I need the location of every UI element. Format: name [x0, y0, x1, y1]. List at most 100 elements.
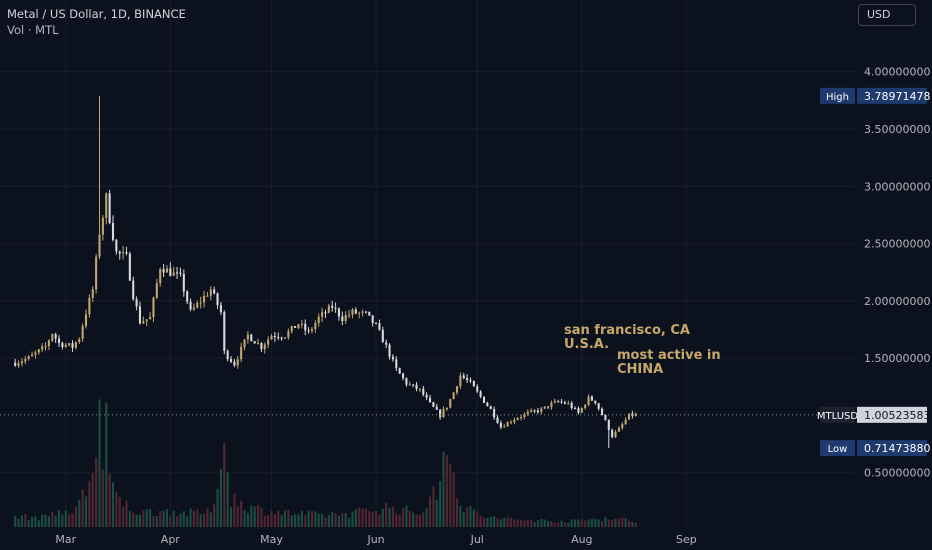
candle-body: [331, 305, 334, 308]
candle-body: [229, 359, 233, 362]
candle-body: [199, 302, 202, 304]
volume-bar: [398, 514, 401, 527]
volume-bar: [452, 472, 455, 527]
candle-body: [118, 251, 121, 254]
candle-body: [577, 408, 580, 413]
volume-bar: [513, 519, 516, 527]
price-tick-label: 4.00000000: [864, 66, 930, 79]
candle-body: [408, 384, 411, 386]
candles: [14, 95, 637, 449]
volume-bar: [455, 498, 459, 527]
price-tick-label: 2.00000000: [864, 295, 930, 308]
volume-bar: [604, 516, 607, 527]
low-badge-value: 0.71473880: [864, 442, 930, 455]
candle-body: [145, 319, 148, 322]
candle-body: [142, 321, 145, 324]
volume-bar: [614, 518, 617, 527]
candle-body: [260, 343, 263, 350]
candle-body: [203, 295, 206, 303]
volume-bar: [324, 517, 327, 527]
volume-bar: [95, 457, 98, 527]
candle-body: [513, 419, 516, 423]
candle-body: [381, 329, 384, 343]
time-tick-sep: Sep: [676, 533, 697, 546]
volume-bar: [327, 515, 330, 527]
volume-bar: [439, 481, 442, 527]
candle-body: [267, 339, 270, 345]
volume-bar: [91, 473, 94, 527]
volume-bar: [111, 482, 115, 527]
volume-bar: [30, 517, 34, 527]
candle-body: [348, 314, 351, 316]
time-tick-mar: Mar: [55, 533, 76, 546]
candle-body: [368, 311, 371, 316]
candle-body: [486, 402, 489, 407]
volume-bar: [496, 518, 499, 527]
volume-bar: [557, 522, 560, 527]
candle-body: [47, 340, 50, 347]
candle-body: [149, 317, 152, 320]
volume-bar: [57, 510, 61, 527]
volume-bar: [27, 520, 30, 527]
candle-body: [567, 403, 570, 405]
candle-body: [587, 396, 590, 405]
candle-body: [246, 334, 249, 340]
volume-bar: [361, 508, 364, 527]
price-axis[interactable]: 4.00000000 3.50000000 3.00000000 2.50000000…: [855, 0, 932, 550]
volume-bar: [142, 510, 145, 527]
volume-bar: [206, 508, 209, 527]
time-tick-apr: Apr: [161, 533, 181, 546]
volume-bar: [567, 522, 570, 527]
currency-button[interactable]: USD: [858, 4, 916, 26]
candle-body: [155, 283, 158, 298]
volume-bar: [196, 509, 199, 527]
symbol-title[interactable]: Metal / US Dollar, 1D, BINANCE: [7, 7, 186, 21]
time-axis[interactable]: Mar Apr May Jun Jul Aug Sep: [0, 527, 932, 550]
volume-bars: [14, 399, 637, 527]
volume-bar: [186, 516, 189, 527]
candle-body: [30, 354, 34, 357]
candle-body: [115, 239, 118, 252]
candle-body: [361, 311, 364, 313]
volume-indicator-label[interactable]: Vol · MTL: [7, 23, 59, 37]
candle-body: [462, 375, 465, 378]
volume-bar: [526, 520, 529, 527]
volume-bar: [145, 508, 148, 527]
candle-body: [37, 349, 40, 353]
volume-bar: [594, 518, 597, 527]
volume-bar: [570, 519, 573, 527]
volume-bar: [51, 511, 54, 527]
candle-body: [172, 272, 175, 276]
volume-bar: [560, 520, 563, 527]
candle-body: [196, 302, 199, 308]
candle-body: [98, 234, 101, 257]
time-tick-aug: Aug: [571, 533, 592, 546]
candle-body: [108, 193, 111, 223]
volume-bar: [364, 508, 367, 527]
candle-body: [273, 335, 276, 338]
volume-bar: [172, 510, 175, 527]
candle-body: [493, 409, 496, 418]
candle-body: [128, 253, 131, 281]
volume-bar: [391, 506, 394, 527]
candle-body: [165, 268, 168, 273]
candle-body: [634, 413, 637, 416]
candle-body: [621, 424, 624, 428]
volume-bar: [449, 463, 452, 527]
candle-body: [482, 396, 486, 403]
chart-legend: Metal / US Dollar, 1D, BINANCE Vol · MTL: [7, 6, 186, 38]
last-price-badge-label: MTLUSD: [817, 411, 858, 422]
candle-body: [270, 335, 273, 340]
candle-body: [533, 410, 536, 412]
volume-bar: [310, 511, 314, 527]
annotation-location: san francisco, CA U.S.A.: [564, 323, 690, 352]
candle-body: [132, 280, 135, 300]
volume-bar: [304, 515, 307, 527]
candle-body: [432, 402, 435, 407]
volume-bar: [533, 522, 536, 527]
candle-body: [162, 269, 165, 273]
volume-bar: [223, 442, 226, 527]
candle-body: [351, 309, 354, 315]
